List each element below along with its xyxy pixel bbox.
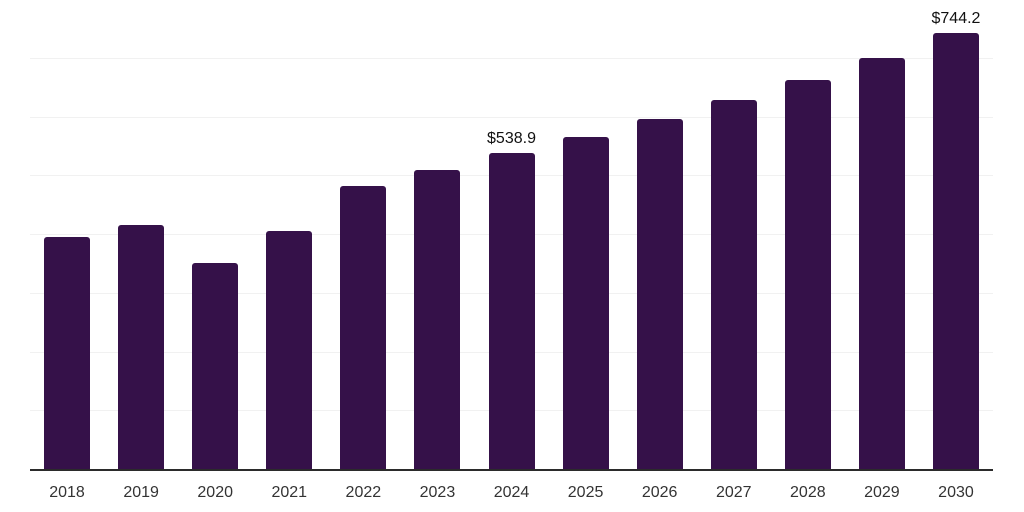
bar-band-2022 <box>326 0 400 470</box>
x-tick-label-2023: 2023 <box>419 484 456 501</box>
x-tick-label-2029: 2029 <box>864 484 900 501</box>
x-axis-line <box>30 469 993 471</box>
x-tick-label-2028: 2028 <box>790 484 826 501</box>
bar-band-2021 <box>252 0 326 470</box>
x-tick-label-2021: 2021 <box>271 484 308 501</box>
gridline-600 <box>30 116 993 118</box>
bars-container: $538.9 $744.2 <box>30 0 993 470</box>
x-tick-label-2025: 2025 <box>567 484 604 501</box>
bar-band-2023 <box>400 0 474 470</box>
x-tick-label-2027: 2027 <box>715 484 752 501</box>
bar-band-2020 <box>178 0 252 470</box>
bar-2023 <box>414 170 461 470</box>
bar-2022 <box>340 186 387 470</box>
bar-2029 <box>858 57 905 470</box>
bar-2021 <box>266 231 313 470</box>
bar-2019 <box>118 225 165 470</box>
bar-band-2030: $744.2 <box>919 0 993 470</box>
bar-band-2019 <box>104 0 178 470</box>
bar-2027 <box>710 99 757 470</box>
bar-2018 <box>44 237 91 470</box>
bar-2030 <box>932 32 979 470</box>
bar-band-2027 <box>697 0 771 470</box>
bar-2024 <box>488 153 535 470</box>
bar-2020 <box>192 263 239 470</box>
bar-band-2028 <box>771 0 845 470</box>
bar-2028 <box>784 79 831 470</box>
plot-area: $538.9 $744.2 <box>30 0 993 470</box>
x-tick-label-2018: 2018 <box>49 484 85 501</box>
bar-2026 <box>636 118 683 470</box>
x-tick-label-2030: 2030 <box>938 484 974 501</box>
x-tick-label-2019: 2019 <box>123 484 159 501</box>
bar-band-2025 <box>549 0 623 470</box>
x-tick-label-2026: 2026 <box>641 484 678 501</box>
x-tick-label-2024: 2024 <box>493 484 530 501</box>
bar-band-2024: $538.9 <box>474 0 548 470</box>
bar-value-label-2024: $538.9 <box>487 130 536 148</box>
bar-band-2026 <box>623 0 697 470</box>
x-tick-label-2020: 2020 <box>197 484 233 501</box>
bar-2025 <box>562 136 609 470</box>
x-axis-labels: 2018 2019 2020 2021 2022 2023 2024 2025 2026 2027… <box>30 483 993 503</box>
bar-band-2029 <box>845 0 919 470</box>
x-tick-label-2022: 2022 <box>345 484 382 501</box>
bar-value-label-2030: $744.2 <box>931 9 981 27</box>
bar-band-2018 <box>30 0 104 470</box>
gridline-700 <box>30 57 993 59</box>
